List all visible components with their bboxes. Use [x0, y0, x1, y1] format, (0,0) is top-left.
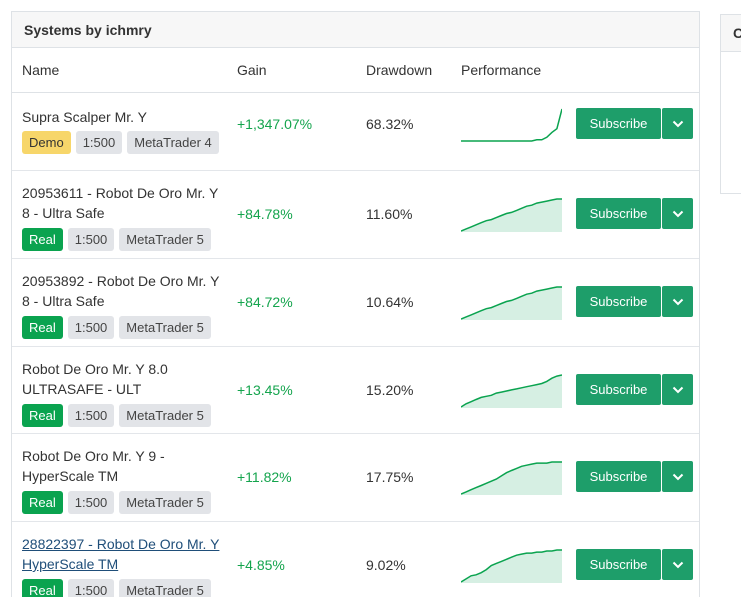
sparkline-line	[461, 108, 562, 142]
platform-badge: MetaTrader 5	[119, 316, 211, 339]
systems-table-body: Supra Scalper Mr. Y Demo 1:500 MetaTrader 4…	[12, 93, 699, 597]
performance-sparkline	[461, 374, 562, 408]
account-type-badge: Real	[22, 404, 63, 427]
system-name: 20953611 - Robot De Oro Mr. Y 8 - Ultra …	[22, 185, 219, 221]
performance-sparkline	[461, 108, 562, 142]
sparkline-line	[461, 286, 562, 320]
gain-value: +4.85%	[237, 557, 285, 573]
subscribe-dropdown-button[interactable]	[662, 549, 693, 580]
sparkline-line	[461, 461, 562, 495]
subscribe-button[interactable]: Subscribe	[576, 286, 661, 317]
drawdown-value: 10.64%	[366, 294, 414, 310]
account-type-badge: Real	[22, 491, 63, 514]
gain-value: +13.45%	[237, 382, 293, 398]
system-badges: Real 1:500 MetaTrader 5	[22, 491, 211, 514]
sparkline-area	[461, 199, 562, 232]
leverage-badge: 1:500	[67, 316, 115, 339]
drawdown-value: 17.75%	[366, 469, 414, 485]
drawdown-value: 9.02%	[366, 557, 406, 573]
subscribe-button[interactable]: Subscribe	[576, 374, 661, 405]
systems-card: Systems by ichmry Name Gain Drawdown Per…	[11, 11, 700, 597]
table-row: 28822397 - Robot De Oro Mr. Y HyperScale…	[12, 522, 699, 597]
table-header: Name Gain Drawdown Performance	[12, 48, 699, 93]
account-type-badge: Real	[22, 316, 63, 339]
subscribe-dropdown-button[interactable]	[662, 108, 693, 139]
table-row: 20953892 - Robot De Oro Mr. Y 8 - Ultra …	[12, 259, 699, 347]
gain-value: +1,347.07%	[237, 116, 313, 132]
platform-badge: MetaTrader 5	[119, 491, 211, 514]
system-badges: Real 1:500 MetaTrader 5	[22, 579, 211, 597]
subscribe-dropdown-button[interactable]	[662, 374, 693, 405]
system-name: 20953892 - Robot De Oro Mr. Y 8 - Ultra …	[22, 273, 220, 309]
drawdown-value: 68.32%	[366, 116, 414, 132]
sparkline-area	[461, 462, 562, 495]
system-badges: Real 1:500 MetaTrader 5	[22, 316, 211, 339]
performance-sparkline	[461, 549, 562, 583]
leverage-badge: 1:500	[67, 579, 115, 597]
chevron-down-icon	[672, 386, 683, 393]
system-name: Robot De Oro Mr. Y 8.0 ULTRASAFE - ULT	[22, 361, 168, 397]
system-name: Robot De Oro Mr. Y 9 - HyperScale TM	[22, 448, 165, 484]
leverage-badge: 1:500	[67, 404, 115, 427]
sparkline-line	[461, 374, 562, 408]
sparkline-area	[461, 375, 562, 408]
system-badges: Demo 1:500 MetaTrader 4	[22, 131, 219, 154]
gain-value: +11.82%	[237, 469, 292, 485]
chevron-down-icon	[672, 473, 683, 480]
table-row: Robot De Oro Mr. Y 8.0 ULTRASAFE - ULT Re…	[12, 347, 699, 434]
chevron-down-icon	[672, 298, 683, 305]
leverage-badge: 1:500	[67, 491, 115, 514]
system-name: Supra Scalper Mr. Y	[22, 109, 148, 125]
system-badges: Real 1:500 MetaTrader 5	[22, 404, 211, 427]
platform-badge: MetaTrader 5	[119, 579, 211, 597]
card-title: Systems by ichmry	[12, 12, 699, 48]
subscribe-button[interactable]: Subscribe	[576, 198, 661, 229]
subscribe-button[interactable]: Subscribe	[576, 461, 661, 492]
system-badges: Real 1:500 MetaTrader 5	[22, 228, 211, 251]
column-name: Name	[22, 61, 60, 78]
column-drawdown: Drawdown	[366, 61, 433, 78]
platform-badge: MetaTrader 4	[127, 131, 219, 154]
performance-sparkline	[461, 286, 562, 320]
side-card: C	[720, 14, 741, 194]
column-gain: Gain	[237, 61, 267, 78]
subscribe-dropdown-button[interactable]	[662, 198, 693, 229]
drawdown-value: 11.60%	[366, 206, 413, 222]
chevron-down-icon	[672, 120, 683, 127]
table-row: 20953611 - Robot De Oro Mr. Y 8 - Ultra …	[12, 171, 699, 259]
column-performance: Performance	[461, 61, 542, 78]
sparkline-area	[461, 550, 562, 583]
subscribe-button[interactable]: Subscribe	[576, 108, 661, 139]
performance-sparkline	[461, 198, 562, 232]
subscribe-dropdown-button[interactable]	[662, 286, 693, 317]
account-type-badge: Real	[22, 228, 63, 251]
table-row: Robot De Oro Mr. Y 9 - HyperScale TM Real…	[12, 434, 699, 522]
system-name-link[interactable]: 28822397 - Robot De Oro Mr. Y HyperScale…	[22, 536, 220, 572]
chevron-down-icon	[672, 561, 683, 568]
sparkline-line	[461, 549, 562, 583]
gain-value: +84.72%	[237, 294, 293, 310]
platform-badge: MetaTrader 5	[119, 404, 211, 427]
gain-value: +84.78%	[237, 206, 293, 222]
sparkline-line	[461, 198, 562, 232]
chevron-down-icon	[672, 210, 683, 217]
sparkline-area	[461, 287, 562, 320]
account-type-badge: Demo	[22, 131, 71, 154]
table-row: Supra Scalper Mr. Y Demo 1:500 MetaTrader 4…	[12, 93, 699, 171]
drawdown-value: 15.20%	[366, 382, 414, 398]
performance-sparkline	[461, 461, 562, 495]
side-card-title: C	[721, 15, 741, 52]
subscribe-button[interactable]: Subscribe	[576, 549, 661, 580]
account-type-badge: Real	[22, 579, 63, 597]
platform-badge: MetaTrader 5	[119, 228, 211, 251]
leverage-badge: 1:500	[75, 131, 123, 154]
leverage-badge: 1:500	[67, 228, 115, 251]
subscribe-dropdown-button[interactable]	[662, 461, 693, 492]
